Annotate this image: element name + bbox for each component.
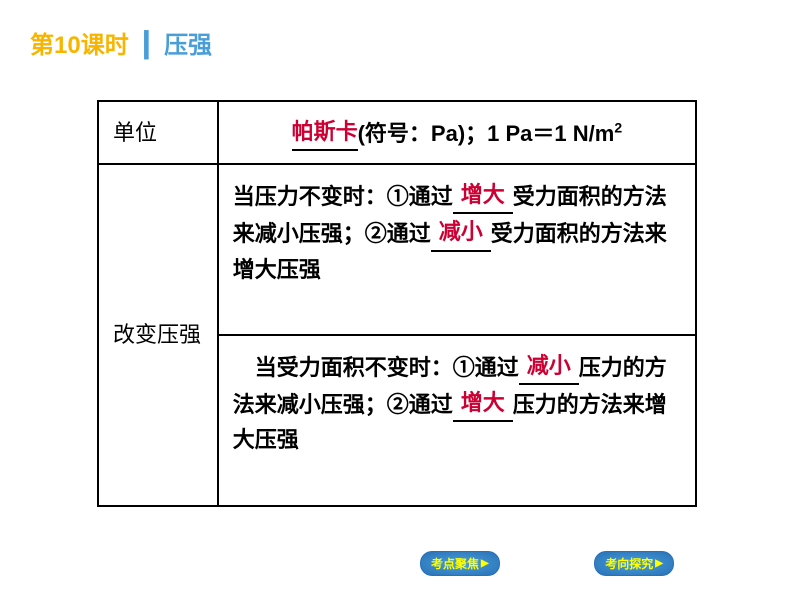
p1-blank2: 减小 <box>431 214 491 251</box>
pressure-content2: 当受力面积不变时：①通过减小压力的方法来减小压强；②通过增大压力的方法来增大压强 <box>218 335 696 506</box>
pressure-content1: 当压力不变时：①通过增大受力面积的方法来减小压强；②通过减小受力面积的方法来增大… <box>218 164 696 335</box>
p2-fill1: 减小 <box>527 353 571 378</box>
table-row-pressure1: 改变压强 当压力不变时：①通过增大受力面积的方法来减小压强；②通过减小受力面积的… <box>98 164 696 335</box>
unit-label: 单位 <box>98 101 218 164</box>
p2-blank2: 增大 <box>453 385 513 422</box>
arrow-icon: ▶ <box>655 558 663 569</box>
lesson-topic: 压强 <box>164 32 212 59</box>
p1-prefix: 当压力不变时：①通过 <box>233 184 453 209</box>
content-table: 单位 帕斯卡(符号：Pa)；1 Pa＝1 N/m2 改变压强 当压力不变时：①通… <box>97 100 697 507</box>
unit-blank: 帕斯卡 <box>292 114 358 151</box>
btn1-label: 考点聚焦 <box>431 555 479 572</box>
unit-fill: 帕斯卡 <box>292 119 358 144</box>
footer: 考点聚焦▶ 考向探究▶ <box>0 551 794 576</box>
table-row-unit: 单位 帕斯卡(符号：Pa)；1 Pa＝1 N/m2 <box>98 101 696 164</box>
p2-fill2: 增大 <box>461 390 505 415</box>
page-header: 第10课时 ┃ 压强 <box>0 0 794 60</box>
focus-points-button[interactable]: 考点聚焦▶ <box>420 551 500 576</box>
p2-prefix: 当受力面积不变时：①通过 <box>233 355 519 380</box>
lesson-number: 第10课时 <box>30 32 129 59</box>
btn2-label: 考向探究 <box>605 555 653 572</box>
content-table-container: 单位 帕斯卡(符号：Pa)；1 Pa＝1 N/m2 改变压强 当压力不变时：①通… <box>97 100 697 507</box>
p1-fill1: 增大 <box>461 182 505 207</box>
p1-blank1: 增大 <box>453 177 513 214</box>
unit-text: (符号：Pa)；1 Pa＝1 N/m <box>358 121 615 146</box>
p1-fill2: 减小 <box>439 219 483 244</box>
p2-blank1: 减小 <box>519 348 579 385</box>
arrow-icon: ▶ <box>481 558 489 569</box>
unit-sup: 2 <box>614 120 622 136</box>
header-divider: ┃ <box>139 32 153 59</box>
explore-button[interactable]: 考向探究▶ <box>594 551 674 576</box>
unit-content: 帕斯卡(符号：Pa)；1 Pa＝1 N/m2 <box>218 101 696 164</box>
pressure-label: 改变压强 <box>98 164 218 506</box>
